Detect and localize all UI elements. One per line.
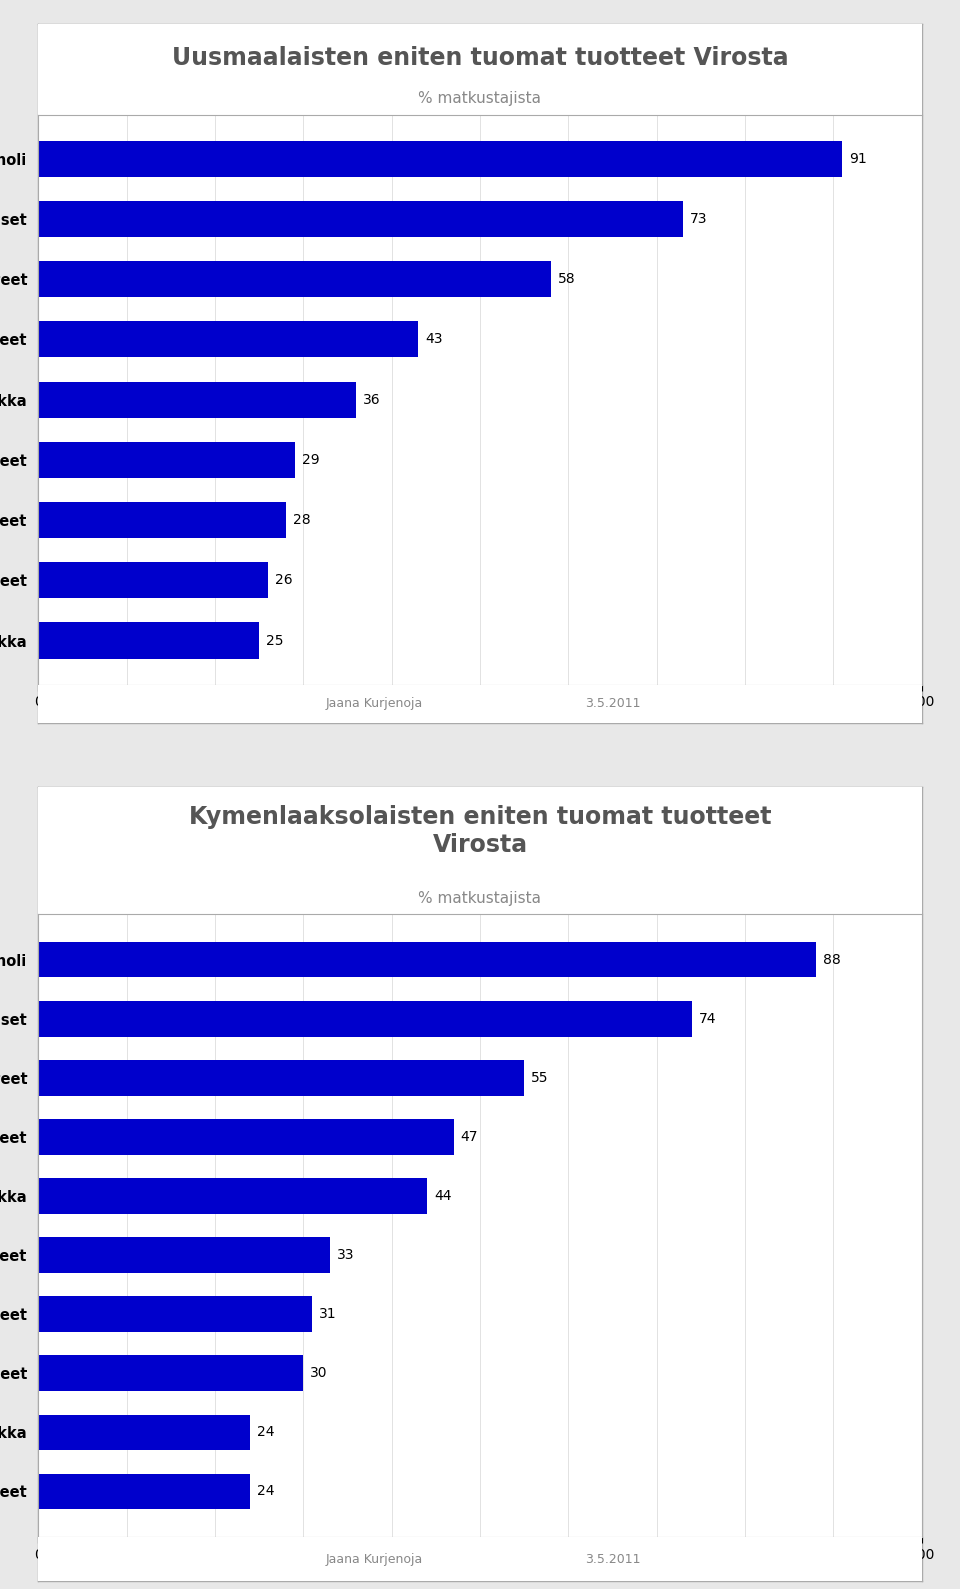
Text: 25: 25 [266,634,284,648]
Bar [38,141,842,176]
Bar [38,623,259,658]
Bar [38,261,551,297]
Text: 36: 36 [364,392,381,407]
Bar [38,1060,524,1095]
Bar [38,942,816,977]
Text: 28: 28 [293,513,310,528]
Text: 88: 88 [823,953,840,966]
Text: 31: 31 [320,1308,337,1320]
Text: 44: 44 [434,1189,451,1203]
Text: Kymenlaaksolaisten eniten tuomat tuotteet
Virosta: Kymenlaaksolaisten eniten tuomat tuottee… [189,806,771,856]
Text: % matkustajista: % matkustajista [419,91,541,106]
Text: 30: 30 [310,1367,328,1381]
Text: 24: 24 [257,1484,275,1498]
Bar [38,1238,330,1273]
Text: 33: 33 [337,1247,354,1262]
Text: 74: 74 [699,1012,716,1026]
Text: Jaana Kurjenoja: Jaana Kurjenoja [325,1552,422,1565]
Bar [38,442,295,478]
Bar [38,1414,251,1449]
Text: % matkustajista: % matkustajista [419,891,541,906]
Bar [38,1119,453,1155]
Bar [38,563,268,599]
Text: 26: 26 [276,574,293,588]
Bar [38,1179,427,1214]
Text: 91: 91 [850,151,867,165]
Text: 3.5.2011: 3.5.2011 [585,698,640,710]
Bar [38,1297,312,1332]
Text: 29: 29 [301,453,320,467]
Text: 47: 47 [461,1130,478,1144]
Text: 43: 43 [425,332,443,346]
Bar [38,200,684,237]
Bar [38,1473,251,1510]
Text: 55: 55 [531,1071,549,1085]
Text: 3.5.2011: 3.5.2011 [585,1552,640,1565]
Text: Uusmaalaisten eniten tuomat tuotteet Virosta: Uusmaalaisten eniten tuomat tuotteet Vir… [172,46,788,70]
Text: Jaana Kurjenoja: Jaana Kurjenoja [325,698,422,710]
Text: 73: 73 [690,211,708,226]
Bar [38,1001,692,1036]
Text: 24: 24 [257,1425,275,1440]
Bar [38,1355,303,1390]
Bar [38,321,419,358]
Bar [38,381,356,418]
Text: 58: 58 [558,272,575,286]
Bar [38,502,286,539]
